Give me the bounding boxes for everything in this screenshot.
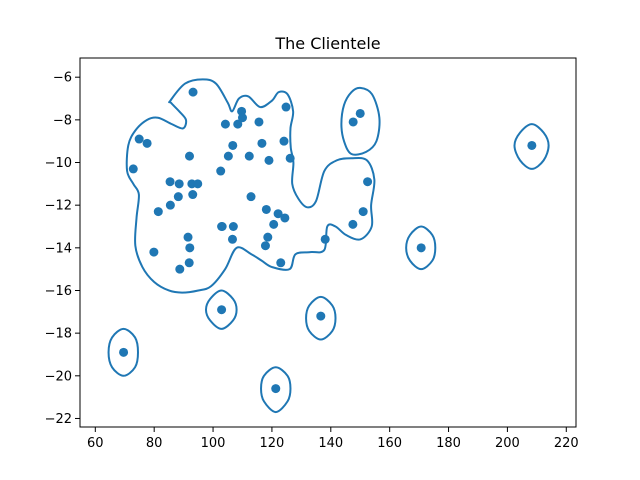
data-point-23 bbox=[363, 177, 373, 187]
y-tick-label: −18 bbox=[45, 327, 72, 342]
data-point-46 bbox=[185, 243, 195, 253]
data-point-13 bbox=[257, 138, 267, 148]
data-point-18 bbox=[244, 151, 254, 161]
chart-title: The Clientele bbox=[274, 34, 380, 53]
data-point-29 bbox=[188, 190, 198, 200]
data-point-16 bbox=[185, 151, 194, 161]
y-tick-label: −10 bbox=[45, 156, 72, 171]
data-point-11 bbox=[142, 138, 152, 148]
data-point-49 bbox=[149, 247, 159, 257]
data-point-45 bbox=[320, 234, 330, 244]
data-point-54 bbox=[316, 311, 326, 321]
y-tick-label: −12 bbox=[45, 199, 72, 214]
data-point-20 bbox=[285, 153, 295, 163]
data-point-6 bbox=[220, 119, 230, 129]
data-point-33 bbox=[261, 204, 271, 214]
y-tick-label: −6 bbox=[53, 71, 72, 86]
data-point-8 bbox=[237, 113, 247, 123]
contour-line-5 bbox=[204, 289, 238, 330]
data-point-55 bbox=[119, 347, 129, 357]
data-point-42 bbox=[183, 232, 193, 242]
data-point-19 bbox=[264, 155, 274, 165]
data-point-52 bbox=[175, 264, 185, 274]
data-point-15 bbox=[527, 140, 537, 150]
contour-line-4 bbox=[405, 225, 437, 271]
contour-line-2 bbox=[340, 86, 381, 156]
data-point-40 bbox=[217, 222, 227, 231]
x-tick-label: 180 bbox=[436, 436, 461, 451]
data-point-41 bbox=[228, 222, 238, 231]
data-point-4 bbox=[355, 108, 365, 118]
data-point-37 bbox=[269, 219, 279, 229]
data-point-30 bbox=[246, 192, 256, 202]
data-point-1 bbox=[188, 87, 198, 97]
data-point-38 bbox=[348, 219, 358, 229]
x-tick-label: 100 bbox=[201, 436, 226, 451]
data-point-5 bbox=[348, 117, 358, 127]
data-point-51 bbox=[276, 258, 286, 268]
data-point-34 bbox=[273, 209, 283, 219]
data-point-27 bbox=[193, 179, 203, 189]
contour-line-1 bbox=[125, 78, 376, 294]
x-tick-label: 120 bbox=[260, 436, 285, 451]
data-point-21 bbox=[128, 164, 138, 174]
y-tick-label: −22 bbox=[45, 412, 72, 427]
contour-layer bbox=[107, 78, 550, 414]
data-point-35 bbox=[280, 213, 290, 223]
y-tick-label: −14 bbox=[45, 241, 72, 256]
data-point-56 bbox=[271, 384, 281, 394]
data-point-3 bbox=[281, 102, 291, 112]
data-point-53 bbox=[217, 305, 227, 315]
data-point-9 bbox=[254, 117, 264, 127]
data-point-32 bbox=[153, 207, 163, 217]
y-tick-label: −16 bbox=[45, 284, 72, 299]
y-tick-label: −20 bbox=[45, 369, 72, 384]
data-point-24 bbox=[165, 177, 175, 187]
contour-line-3 bbox=[513, 123, 550, 170]
x-tick-label: 220 bbox=[554, 436, 579, 451]
data-point-12 bbox=[228, 140, 238, 150]
contour-line-8 bbox=[260, 366, 292, 414]
x-tick-label: 160 bbox=[377, 436, 402, 451]
data-point-17 bbox=[223, 151, 233, 161]
data-point-31 bbox=[165, 200, 175, 210]
data-point-47 bbox=[260, 241, 270, 251]
plot-area-frame bbox=[79, 57, 577, 428]
x-tick-label: 60 bbox=[87, 436, 104, 451]
x-tick-label: 80 bbox=[146, 436, 163, 451]
point-layer bbox=[119, 87, 537, 394]
data-point-48 bbox=[416, 243, 426, 253]
y-tick-label: −8 bbox=[53, 113, 72, 128]
x-tick-label: 200 bbox=[495, 436, 520, 451]
data-point-43 bbox=[227, 234, 237, 244]
x-axis: 60 80 100 120 140 160 180 200 220 bbox=[87, 427, 579, 451]
data-point-36 bbox=[358, 207, 368, 217]
x-tick-label: 140 bbox=[318, 436, 343, 451]
data-point-50 bbox=[184, 258, 194, 268]
data-point-14 bbox=[279, 136, 289, 146]
data-point-10 bbox=[134, 134, 144, 144]
data-point-44 bbox=[263, 232, 273, 242]
data-point-7 bbox=[233, 119, 243, 129]
y-axis: −22 −20 −18 −16 −14 −12 −10 −8 −6 bbox=[45, 71, 80, 427]
contour-line-7 bbox=[107, 327, 139, 377]
contour-line-6 bbox=[305, 295, 337, 341]
data-point-28 bbox=[173, 192, 183, 202]
data-point-22 bbox=[216, 166, 226, 176]
data-point-25 bbox=[174, 179, 184, 189]
